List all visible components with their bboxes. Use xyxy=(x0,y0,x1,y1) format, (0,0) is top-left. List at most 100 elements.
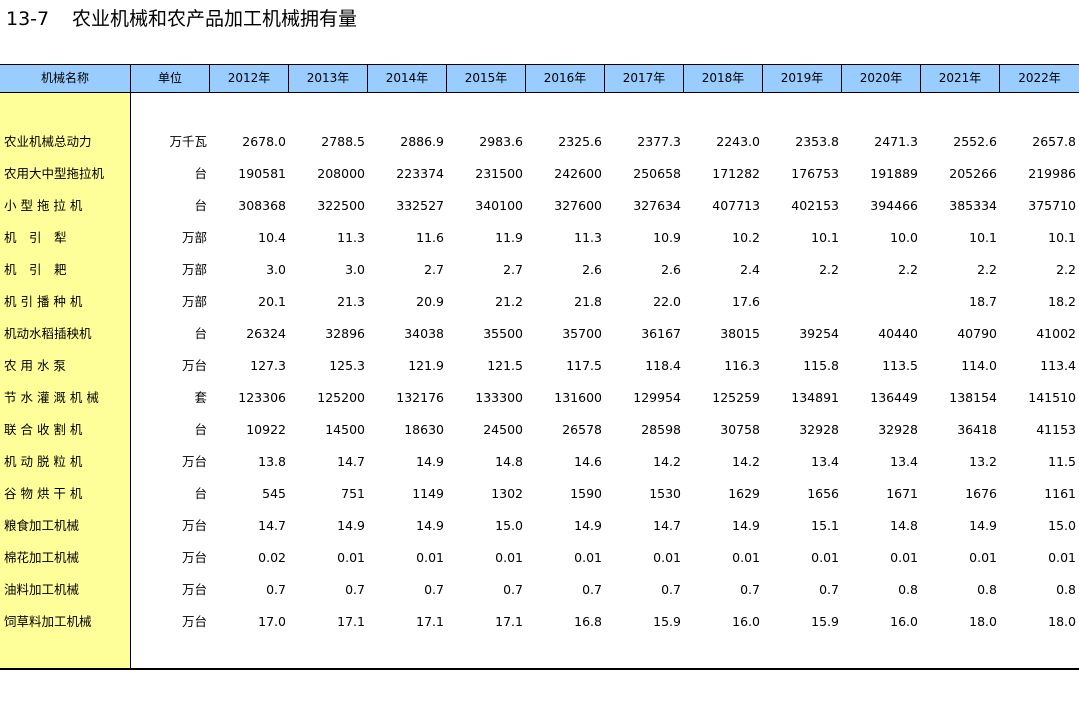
value-cell: 21.2 xyxy=(495,294,523,309)
row-name-cell: 粮食加工机械 xyxy=(4,518,80,533)
value-cell: 0.01 xyxy=(574,550,602,565)
value-cell: 0.01 xyxy=(416,550,444,565)
value-cell: 0.01 xyxy=(969,550,997,565)
value-cell: 115.8 xyxy=(803,358,839,373)
table-row: 农业机械总动力 万千瓦 2678.0 2788.5 2886.9 2983.6 2325.6… xyxy=(0,131,1079,153)
value-cell: 545 xyxy=(262,486,286,501)
value-cell: 28598 xyxy=(641,422,681,437)
row-unit-cell: 万部 xyxy=(181,262,207,277)
value-cell: 141510 xyxy=(1028,390,1076,405)
row-unit-cell: 台 xyxy=(194,326,207,341)
value-cell: 2325.6 xyxy=(558,134,602,149)
value-cell: 327600 xyxy=(554,198,602,213)
value-cell: 32928 xyxy=(878,422,918,437)
row-unit-cell: 台 xyxy=(194,486,207,501)
value-cell: 14.9 xyxy=(574,518,602,533)
table-row: 棉花加工机械 万台 0.02 0.01 0.01 0.01 0.01 0.01 0.01 0.01… xyxy=(0,547,1079,569)
value-cell: 15.0 xyxy=(495,518,523,533)
value-cell: 125.3 xyxy=(329,358,365,373)
row-unit-cell: 万台 xyxy=(181,582,207,597)
value-cell: 14.8 xyxy=(495,454,523,469)
value-cell: 176753 xyxy=(791,166,839,181)
value-cell: 1629 xyxy=(728,486,760,501)
table-row: 油料加工机械 万台 0.7 0.7 0.7 0.7 0.7 0.7 0.7 0.7 0.8 0.8 0.… xyxy=(0,579,1079,601)
table-row: 农 用 水 泵 万台 127.3 125.3 121.9 121.5 117.5 118.4 1… xyxy=(0,355,1079,377)
table-row: 饲草料加工机械 万台 17.0 17.1 17.1 17.1 16.8 15.9 16.0 15.… xyxy=(0,611,1079,633)
value-cell: 2.2 xyxy=(819,262,839,277)
value-cell: 407713 xyxy=(712,198,760,213)
value-cell: 13.8 xyxy=(258,454,286,469)
value-cell: 21.8 xyxy=(574,294,602,309)
row-unit-cell: 台 xyxy=(194,422,207,437)
data-table: 机械名称 单位 2012年 2013年 2014年 2015年 2016年 2017年 2018… xyxy=(0,64,1079,670)
table-title-text: 农业机械和农产品加工机械拥有量 xyxy=(72,8,358,30)
value-cell: 308368 xyxy=(238,198,286,213)
value-cell: 11.5 xyxy=(1048,454,1076,469)
value-cell: 17.0 xyxy=(258,614,286,629)
value-cell: 32896 xyxy=(325,326,365,341)
value-cell: 322500 xyxy=(317,198,365,213)
value-cell: 205266 xyxy=(949,166,997,181)
value-cell: 17.6 xyxy=(732,294,760,309)
value-cell: 191889 xyxy=(870,166,918,181)
value-cell: 32928 xyxy=(799,422,839,437)
row-unit-cell: 万千瓦 xyxy=(169,134,207,149)
value-cell: 11.6 xyxy=(416,230,444,245)
value-cell: 38015 xyxy=(720,326,760,341)
value-cell: 171282 xyxy=(712,166,760,181)
row-unit-cell: 万台 xyxy=(181,614,207,629)
column-header: 机械名称 xyxy=(0,65,131,92)
row-unit-cell: 台 xyxy=(194,198,207,213)
value-cell: 113.4 xyxy=(1040,358,1076,373)
value-cell: 0.7 xyxy=(740,582,760,597)
value-cell: 2.4 xyxy=(740,262,760,277)
value-cell: 1302 xyxy=(491,486,523,501)
value-cell: 2983.6 xyxy=(479,134,523,149)
value-cell: 751 xyxy=(341,486,365,501)
value-cell: 15.1 xyxy=(811,518,839,533)
value-cell: 14.6 xyxy=(574,454,602,469)
value-cell: 375710 xyxy=(1028,198,1076,213)
value-cell: 2.7 xyxy=(503,262,523,277)
value-cell: 2.6 xyxy=(582,262,602,277)
value-cell: 0.8 xyxy=(898,582,918,597)
value-cell: 2678.0 xyxy=(242,134,286,149)
value-cell: 1656 xyxy=(807,486,839,501)
value-cell: 21.3 xyxy=(337,294,365,309)
value-cell: 10.9 xyxy=(653,230,681,245)
value-cell: 250658 xyxy=(633,166,681,181)
value-cell: 117.5 xyxy=(566,358,602,373)
column-header: 2022年 xyxy=(1018,71,1061,85)
value-cell: 219986 xyxy=(1028,166,1076,181)
row-name-cell: 机 引 耙 xyxy=(4,262,67,277)
value-cell: 14.9 xyxy=(337,518,365,533)
value-cell: 0.01 xyxy=(890,550,918,565)
value-cell: 10922 xyxy=(246,422,286,437)
value-cell: 13.4 xyxy=(811,454,839,469)
row-unit-cell: 万台 xyxy=(181,518,207,533)
value-cell: 0.8 xyxy=(1056,582,1076,597)
value-cell: 10.2 xyxy=(732,230,760,245)
value-cell: 1161 xyxy=(1044,486,1076,501)
value-cell: 125259 xyxy=(712,390,760,405)
column-header: 2015年 xyxy=(447,65,526,92)
value-cell: 1671 xyxy=(886,486,918,501)
value-cell: 2886.9 xyxy=(400,134,444,149)
value-cell: 0.8 xyxy=(977,582,997,597)
value-cell: 138154 xyxy=(949,390,997,405)
value-cell: 17.1 xyxy=(495,614,523,629)
value-cell: 0.7 xyxy=(424,582,444,597)
value-cell: 14.9 xyxy=(969,518,997,533)
row-unit-cell: 万台 xyxy=(181,358,207,373)
value-cell: 26324 xyxy=(246,326,286,341)
value-cell: 11.3 xyxy=(574,230,602,245)
value-cell: 17.1 xyxy=(337,614,365,629)
value-cell: 2657.8 xyxy=(1032,134,1076,149)
value-cell: 22.0 xyxy=(653,294,681,309)
value-cell: 385334 xyxy=(949,198,997,213)
value-cell: 1530 xyxy=(649,486,681,501)
row-unit-cell: 万台 xyxy=(181,454,207,469)
row-name-cell: 节 水 灌 溉 机 械 xyxy=(4,390,99,405)
value-cell: 114.0 xyxy=(961,358,997,373)
table-row: 谷 物 烘 干 机 台 545 751 1149 1302 1590 1530 1629 1656… xyxy=(0,483,1079,505)
